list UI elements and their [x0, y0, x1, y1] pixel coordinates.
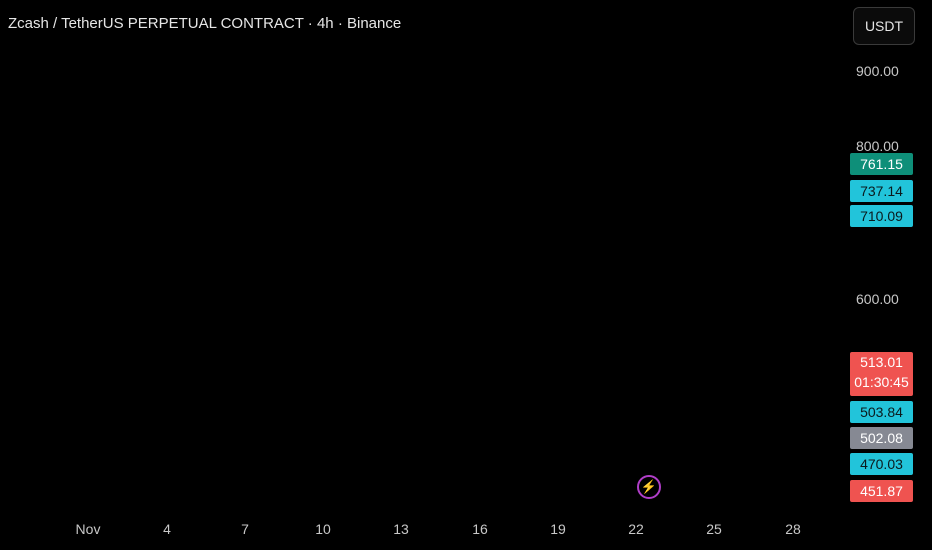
y-tick-label: 800.00 — [856, 138, 899, 154]
x-tick-label: 16 — [472, 521, 488, 537]
currency-button[interactable]: USDT — [853, 7, 915, 45]
x-tick-label: 25 — [706, 521, 722, 537]
price-label-demand-low: 451.87 — [850, 480, 913, 502]
x-tick-label: 10 — [315, 521, 331, 537]
chart-title: Zcash / TetherUS PERPETUAL CONTRACT · 4h… — [8, 15, 402, 32]
y-tick-label: 900.00 — [856, 63, 899, 79]
y-tick-label: 600.00 — [856, 291, 899, 307]
price-label-stop: 470.03 — [850, 453, 913, 475]
x-tick-label: 7 — [241, 521, 249, 537]
current-price-label: 513.01 01:30:45 — [850, 352, 913, 396]
current-price-value: 513.01 — [860, 354, 903, 370]
x-tick-label: 19 — [550, 521, 566, 537]
x-tick-label: 28 — [785, 521, 801, 537]
lightning-icon[interactable]: ⚡ — [637, 475, 661, 499]
price-label-resistance-top: 737.14 — [850, 180, 913, 202]
price-label-resistance-bottom: 710.09 — [850, 205, 913, 227]
x-tick-label: 4 — [163, 521, 171, 537]
x-tick-label: 22 — [628, 521, 644, 537]
bar-countdown: 01:30:45 — [854, 374, 909, 390]
price-label-target: 761.15 — [850, 153, 913, 175]
x-tick-label: 13 — [393, 521, 409, 537]
price-label-crosshair: 502.08 — [850, 427, 913, 449]
x-tick-label: Nov — [75, 521, 101, 537]
price-label-support: 503.84 — [850, 401, 913, 423]
